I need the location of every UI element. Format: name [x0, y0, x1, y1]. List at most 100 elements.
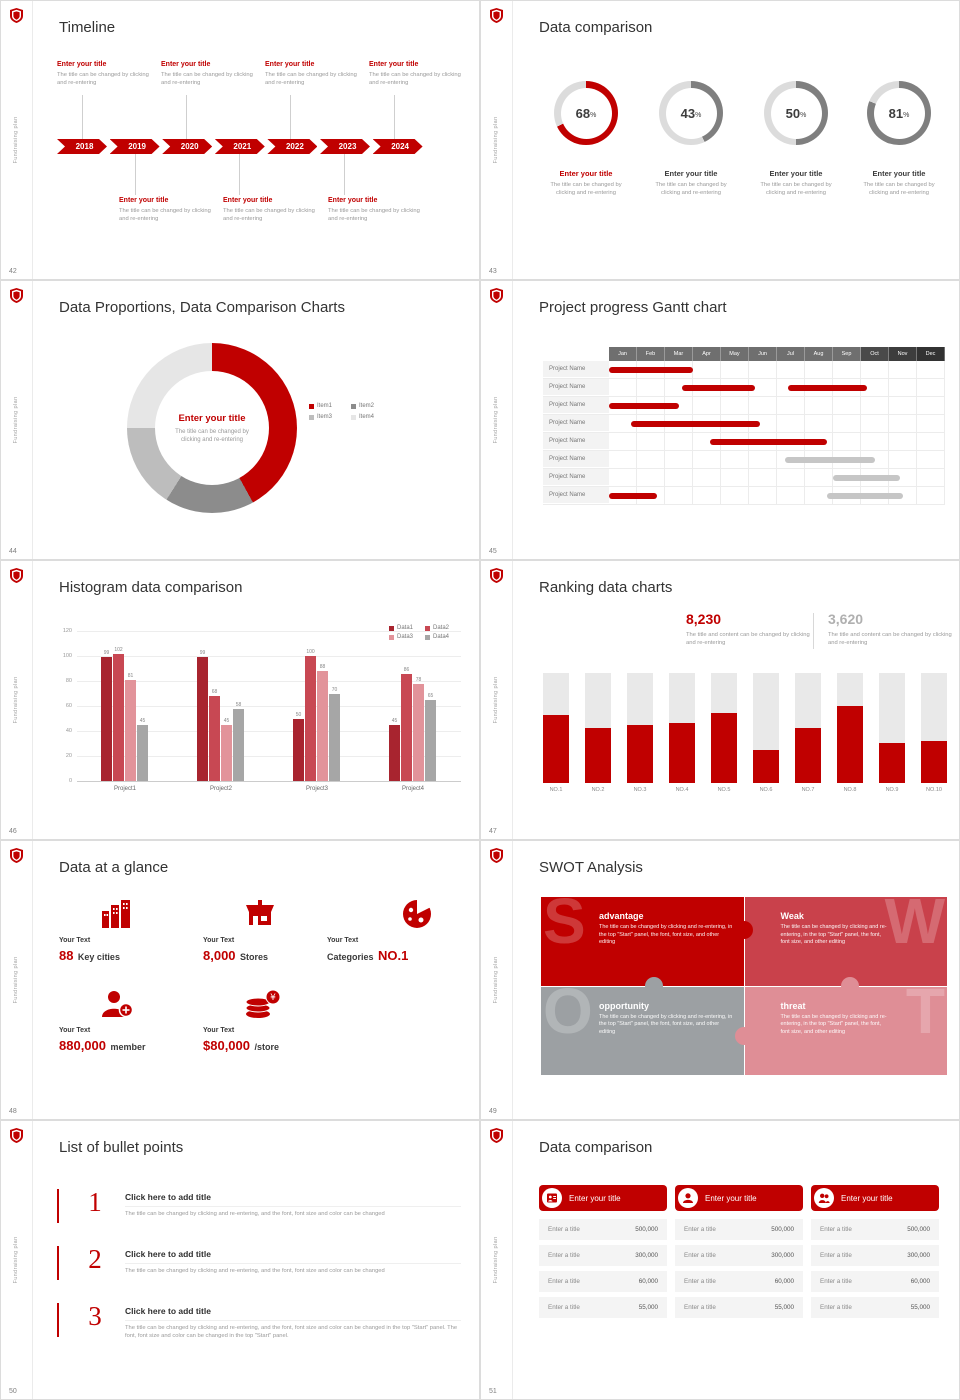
data-row[interactable]: Enter a title 300,000 [539, 1245, 667, 1266]
data-row[interactable]: Enter a title 55,000 [811, 1297, 939, 1318]
stat-value: 3,620 [828, 611, 864, 627]
y-axis-tick: 0 [68, 777, 72, 784]
histogram-bar [389, 724, 400, 781]
gantt-row-label: Project Name [543, 397, 609, 414]
slide-51-data-comparison-cards[interactable]: Fundraising plan 51 Data comparison Ente… [480, 1120, 960, 1400]
timeline-year-marker: 2023 [320, 139, 370, 154]
x-axis-label: Project4 [401, 786, 424, 792]
slide-title: Data comparison [539, 19, 653, 36]
swot-opportunity-cell[interactable]: O opportunity The title can be changed b… [541, 986, 744, 1075]
gantt-grid-cell [749, 415, 777, 432]
gantt-month-cell: Dec [917, 347, 945, 361]
cards-canvas: Enter your title Enter a title 500,000 Ent… [481, 1121, 959, 1399]
x-axis-label: NO.3 [633, 787, 647, 793]
gantt-month-cell: Sep [833, 347, 861, 361]
x-axis-label: NO.6 [759, 787, 773, 793]
data-row[interactable]: Enter a title 500,000 [539, 1219, 667, 1240]
data-row[interactable]: Enter a title 500,000 [675, 1219, 803, 1240]
badge-icon [547, 1193, 557, 1203]
swot-weak-cell[interactable]: W Weak The title can be changed by click… [744, 897, 947, 986]
swot-threat-c ell[interactable]: T threat The title can be changed by cli… [744, 986, 947, 1075]
legend-swatch [425, 634, 430, 640]
data-row[interactable]: Enter a title 55,000 [675, 1297, 803, 1318]
histogram-bar [197, 657, 208, 781]
ranking-bar-track [669, 673, 695, 783]
swot-desc: The title can be changed by clicking and… [599, 1013, 733, 1035]
ranking-bar-track [543, 673, 569, 783]
row-label: Enter a title [548, 1304, 580, 1311]
slide-43-data-comparison[interactable]: Fundraising plan 43 Data comparison 68% E… [480, 0, 960, 280]
timeline-year-marker: 2022 [267, 139, 318, 154]
y-axis-tick: 80 [65, 677, 72, 684]
timeline-entry-title: Enter your title [265, 61, 315, 68]
legend-item: Item4 [351, 414, 391, 420]
swot-advantage-cell[interactable]: S advantage The title can be changed by … [541, 897, 744, 986]
slide-42-timeline[interactable]: Fundraising plan 42 Timeline Enter your … [0, 0, 480, 280]
slide-48-data-at-a-glance[interactable]: Fundraising plan 48 Data at a glance You… [0, 840, 480, 1120]
page-number: 43 [489, 268, 497, 275]
slide-45-gantt[interactable]: Fundraising plan 45 Project progress Gan… [480, 280, 960, 560]
data-row[interactable]: Enter a title 60,000 [811, 1271, 939, 1292]
page-number: 48 [9, 1108, 17, 1115]
bullet-title: Click here to add title [125, 1249, 211, 1259]
donut-hole: 68% [560, 87, 612, 139]
x-axis-label: Project3 [305, 786, 328, 792]
slide-sidebar: Fundraising plan 42 [1, 1, 33, 279]
slide-49-swot[interactable]: Fundraising plan 49 SWOT Analysis S adva… [480, 840, 960, 1120]
data-row[interactable]: Enter a title 55,000 [539, 1297, 667, 1318]
timeline-connector-line [239, 154, 240, 195]
timeline-entry-title: Enter your title [57, 61, 107, 68]
legend-item: Data4 [425, 634, 459, 640]
icon-circle [678, 1188, 698, 1208]
bullet-number: 2 [88, 1244, 102, 1274]
gantt-grid-cell [721, 397, 749, 414]
slide-sidebar: Fundraising plan 44 [1, 281, 33, 559]
row-label: Enter a title [820, 1278, 852, 1285]
gantt-header-label-cell [543, 347, 609, 361]
row-value: 55,000 [910, 1304, 930, 1311]
chart-legend: Data1 Data2 Data3 Data4 [389, 625, 459, 640]
data-row[interactable]: Enter a title 300,000 [675, 1245, 803, 1266]
gantt-month-cell: Jun [749, 347, 777, 361]
gantt-grid-cell [833, 433, 861, 450]
timeline-entry-desc: The title can be changed by clicking and… [328, 208, 420, 222]
slide-46-histogram[interactable]: Fundraising plan 46 Histogram data compa… [0, 560, 480, 840]
data-row[interactable]: Enter a title 300,000 [811, 1245, 939, 1266]
slide-44-data-proportions[interactable]: Fundraising plan 44 Data Proportions, Da… [0, 280, 480, 560]
y-axis-tick: 60 [65, 702, 72, 709]
slide-title: Histogram data comparison [59, 579, 243, 596]
stat-key-cities: Your Text 88 Key cities [59, 899, 204, 965]
bullet-desc: The title can be changed by clicking and… [125, 1211, 385, 1217]
bullet-title: Click here to add title [125, 1192, 211, 1202]
donut-chart: 81% [867, 81, 931, 145]
data-row[interactable]: Enter a title 60,000 [539, 1271, 667, 1292]
gantt-grid-cell [861, 433, 889, 450]
person-icon [683, 1193, 693, 1203]
gridline [77, 681, 461, 682]
gantt-grid-cell [749, 379, 777, 396]
percent-sign: % [695, 112, 702, 119]
histogram-plot: 0 20 40 60 80 100 120 99 102 81 45 Project1 99 68 45 58… [55, 621, 465, 801]
legend-swatch [389, 625, 394, 631]
ranking-bar-fill [543, 714, 569, 783]
slide-47-ranking[interactable]: Fundraising plan 47 Ranking data charts … [480, 560, 960, 840]
gantt-grid-cell [609, 451, 637, 468]
data-row[interactable]: Enter a title 500,000 [811, 1219, 939, 1240]
gantt-grid-cell [665, 469, 693, 486]
gantt-grid-cell [889, 379, 917, 396]
slide-title: Timeline [59, 19, 116, 36]
legend-label: Data1 [397, 625, 414, 631]
bar-value-label: 99 [199, 650, 206, 657]
slide-50-bullet-points[interactable]: Fundraising plan 50 List of bullet point… [0, 1120, 480, 1400]
slide-sidebar: Fundraising plan 48 [1, 841, 33, 1119]
slide-title: List of bullet points [59, 1139, 184, 1156]
card-header-label: Enter your title [705, 1193, 757, 1203]
bar-value-label: 99 [103, 650, 110, 657]
donut-chart: 43% [659, 81, 723, 145]
gantt-grid-cell [889, 433, 917, 450]
timeline-year-marker: 2020 [162, 139, 213, 154]
timeline-entry: Enter your title The title can be changed… [265, 61, 361, 87]
data-row[interactable]: Enter a title 60,000 [675, 1271, 803, 1292]
slide-sidebar: Fundraising plan 45 [481, 281, 513, 559]
